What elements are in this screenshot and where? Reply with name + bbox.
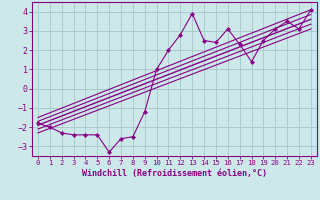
- X-axis label: Windchill (Refroidissement éolien,°C): Windchill (Refroidissement éolien,°C): [82, 169, 267, 178]
